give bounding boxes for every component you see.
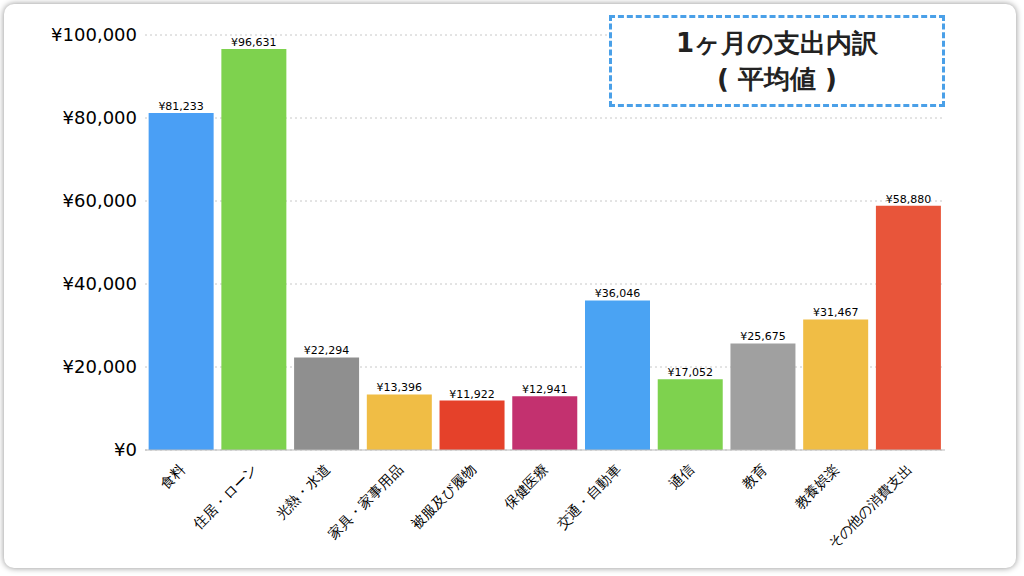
svg-text:¥40,000: ¥40,000 (63, 273, 137, 294)
svg-text:¥96,631: ¥96,631 (231, 36, 277, 49)
svg-text:被服及び履物: 被服及び履物 (408, 461, 479, 532)
svg-text:¥100,000: ¥100,000 (51, 24, 137, 45)
svg-text:教養娯楽: 教養娯楽 (791, 461, 842, 512)
svg-text:¥11,922: ¥11,922 (449, 388, 495, 401)
svg-text:¥81,233: ¥81,233 (158, 100, 204, 113)
svg-text:¥60,000: ¥60,000 (63, 190, 137, 211)
svg-text:住居・ローン: 住居・ローン (189, 461, 260, 532)
svg-text:その他の消費支出: その他の消費支出 (824, 461, 915, 552)
svg-text:交通・自動車: 交通・自動車 (553, 461, 624, 532)
svg-text:¥13,396: ¥13,396 (377, 381, 423, 394)
html-text:1ヶ月の支出内訳: 1ヶ月の支出内訳 (676, 28, 878, 58)
svg-text:¥31,467: ¥31,467 (813, 306, 859, 319)
svg-text:¥17,052: ¥17,052 (667, 366, 713, 379)
svg-text:家具・家事用品: 家具・家事用品 (325, 461, 406, 542)
html-text:( 平均値 ): ( 平均値 ) (717, 64, 837, 94)
svg-text:¥0: ¥0 (114, 439, 137, 460)
svg-text:食料: 食料 (157, 461, 188, 492)
svg-text:教育: 教育 (738, 461, 769, 492)
svg-text:¥22,294: ¥22,294 (304, 344, 350, 357)
svg-text:光熱・水道: 光熱・水道 (272, 461, 333, 522)
svg-text:¥58,880: ¥58,880 (886, 193, 932, 206)
svg-text:¥20,000: ¥20,000 (63, 356, 137, 377)
svg-text:¥12,941: ¥12,941 (522, 383, 568, 396)
svg-text:¥25,675: ¥25,675 (740, 330, 786, 343)
svg-text:¥80,000: ¥80,000 (63, 107, 137, 128)
svg-text:¥36,046: ¥36,046 (595, 287, 641, 300)
svg-text:通信: 通信 (666, 461, 697, 492)
svg-text:保健医療: 保健医療 (500, 461, 551, 512)
